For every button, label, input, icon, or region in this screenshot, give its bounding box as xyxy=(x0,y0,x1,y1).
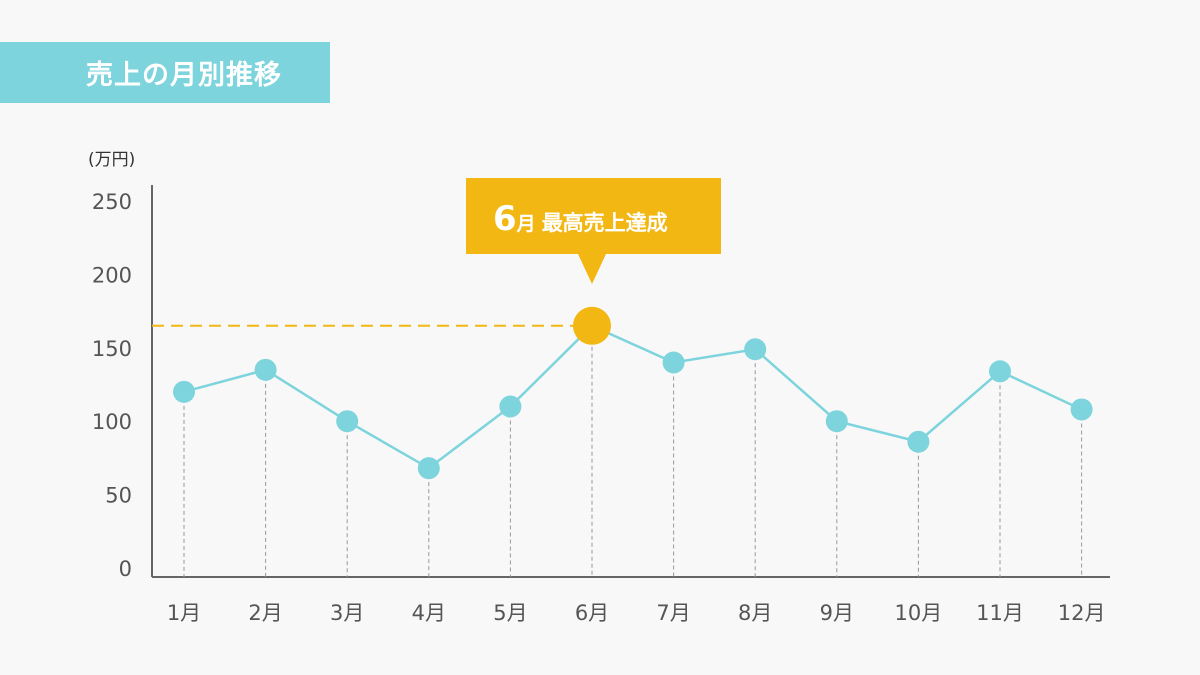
data-point xyxy=(989,360,1011,383)
data-point xyxy=(417,457,440,480)
y-tick-label: 50 xyxy=(105,484,132,508)
data-point xyxy=(336,410,359,433)
y-tick-label: 150 xyxy=(92,337,132,361)
data-point xyxy=(825,410,848,433)
x-tick-label: 8月 xyxy=(738,601,772,625)
chart-title-banner: 売上の月別推移 xyxy=(0,42,330,103)
peak-callout-label: 6月 最高売上達成 xyxy=(493,199,668,239)
data-point xyxy=(254,358,277,381)
data-point xyxy=(499,395,522,418)
data-point xyxy=(907,430,930,453)
x-tick-label: 5月 xyxy=(493,601,527,625)
x-tick-label: 12月 xyxy=(1058,601,1106,625)
x-tick-label: 6月 xyxy=(575,601,609,625)
peak-callout-unit: 月 xyxy=(516,213,536,235)
peak-callout-box xyxy=(466,178,721,254)
x-tick-label: 9月 xyxy=(820,601,854,625)
x-tick-label: 3月 xyxy=(330,601,364,625)
data-point xyxy=(173,380,195,403)
y-tick-label: 200 xyxy=(92,263,132,287)
x-tick-label: 4月 xyxy=(412,601,446,625)
peak-callout-text: 最高売上達成 xyxy=(542,211,668,235)
x-tick-label: 7月 xyxy=(656,601,690,625)
series-line xyxy=(183,324,1083,470)
peak-callout-number: 6 xyxy=(493,199,517,239)
data-point xyxy=(662,351,685,374)
y-tick-label: 250 xyxy=(92,190,132,214)
x-tick-label: 10月 xyxy=(895,601,943,625)
y-tick-label: 100 xyxy=(92,410,132,434)
x-tick-label: 11月 xyxy=(976,601,1024,625)
peak-data-point xyxy=(573,306,611,345)
y-tick-label: 0 xyxy=(119,557,132,581)
data-point xyxy=(744,338,767,361)
x-tick-label: 2月 xyxy=(248,601,282,625)
peak-callout-pointer xyxy=(578,254,606,284)
x-tick-label: 1月 xyxy=(167,601,201,625)
y-axis-unit-label: (万円) xyxy=(88,150,135,170)
data-point xyxy=(1070,398,1093,421)
chart-title: 売上の月別推移 xyxy=(86,60,282,91)
